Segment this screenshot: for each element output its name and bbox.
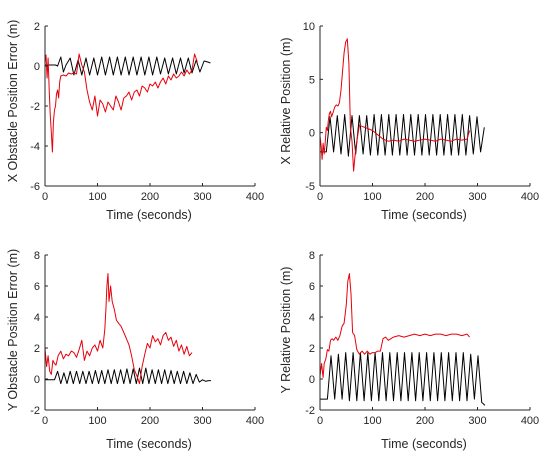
black-series-line — [320, 352, 486, 406]
x-axis-label: Time (seconds) — [381, 437, 467, 451]
x-tick-label: 400 — [246, 191, 264, 203]
y-tick-label: 0 — [34, 61, 40, 73]
y-tick-label: 10 — [303, 21, 315, 33]
y-tick-label: 0 — [34, 374, 40, 386]
x-tick-label: 300 — [193, 191, 211, 203]
panel-y-relative-position: Y Relative Position (m) Time (seconds) 0… — [279, 250, 539, 451]
y-tick-label: 8 — [34, 250, 40, 262]
x-tick-label: 100 — [363, 415, 381, 427]
panel-y-obstacle-error: Y Obstacle Position Error (m) Time (seco… — [6, 249, 264, 451]
red-series-line — [45, 53, 198, 153]
x-tick-label: 0 — [317, 415, 323, 427]
x-tick-label: 100 — [88, 415, 106, 427]
x-axis-label: Time (seconds) — [106, 437, 192, 451]
red-series-line — [45, 273, 193, 385]
black-series-line — [45, 367, 211, 385]
x-tick-label: 300 — [193, 415, 211, 427]
x-tick-label: 200 — [141, 191, 159, 203]
panel-x-relative-position: X Relative Position (m) Time (seconds) 0… — [279, 21, 539, 222]
y-axis-label: Y Obstacle Position Error (m) — [6, 249, 20, 411]
x-tick-label: 300 — [468, 415, 486, 427]
red-series-line — [320, 273, 470, 378]
x-tick-label: 400 — [246, 415, 264, 427]
x-tick-label: 0 — [42, 191, 48, 203]
x-tick-label: 0 — [317, 191, 323, 203]
y-tick-label: -5 — [305, 181, 315, 193]
red-series-line — [320, 38, 471, 172]
series-group — [45, 273, 211, 385]
y-tick-label: 2 — [34, 21, 40, 33]
x-axis-label: Time (seconds) — [381, 208, 467, 222]
x-tick-label: 0 — [42, 415, 48, 427]
y-tick-label: 6 — [309, 281, 315, 293]
black-series-line — [320, 114, 485, 157]
x-tick-label: 200 — [416, 191, 434, 203]
y-tick-label: -2 — [305, 405, 315, 417]
y-tick-label: 6 — [34, 281, 40, 293]
series-group — [45, 53, 211, 153]
panel-x-obstacle-error: X Obstacle Position Error (m) Time (seco… — [6, 20, 264, 222]
x-tick-label: 400 — [521, 191, 539, 203]
y-tick-label: 0 — [309, 128, 315, 140]
y-tick-label: 4 — [34, 312, 40, 324]
y-tick-label: 5 — [309, 74, 315, 86]
y-axis-label: X Relative Position (m) — [279, 37, 293, 164]
y-tick-label: 0 — [309, 374, 315, 386]
x-tick-label: 200 — [141, 415, 159, 427]
x-tick-label: 100 — [363, 191, 381, 203]
x-tick-label: 400 — [521, 415, 539, 427]
y-tick-label: -2 — [30, 405, 40, 417]
y-tick-label: 2 — [34, 343, 40, 355]
y-tick-label: -2 — [30, 101, 40, 113]
x-tick-label: 300 — [468, 191, 486, 203]
y-tick-label: -4 — [30, 141, 40, 153]
x-axis-label: Time (seconds) — [106, 208, 192, 222]
y-axis-label: Y Relative Position (m) — [279, 267, 293, 394]
y-tick-label: 8 — [309, 250, 315, 262]
y-tick-label: -6 — [30, 181, 40, 193]
y-axis-label: X Obstacle Position Error (m) — [6, 20, 20, 183]
series-group — [320, 38, 485, 172]
black-series-line — [45, 56, 211, 76]
series-group — [320, 273, 486, 406]
x-tick-label: 200 — [416, 415, 434, 427]
x-tick-label: 100 — [88, 191, 106, 203]
y-tick-label: 2 — [309, 343, 315, 355]
y-tick-label: 4 — [309, 312, 315, 324]
